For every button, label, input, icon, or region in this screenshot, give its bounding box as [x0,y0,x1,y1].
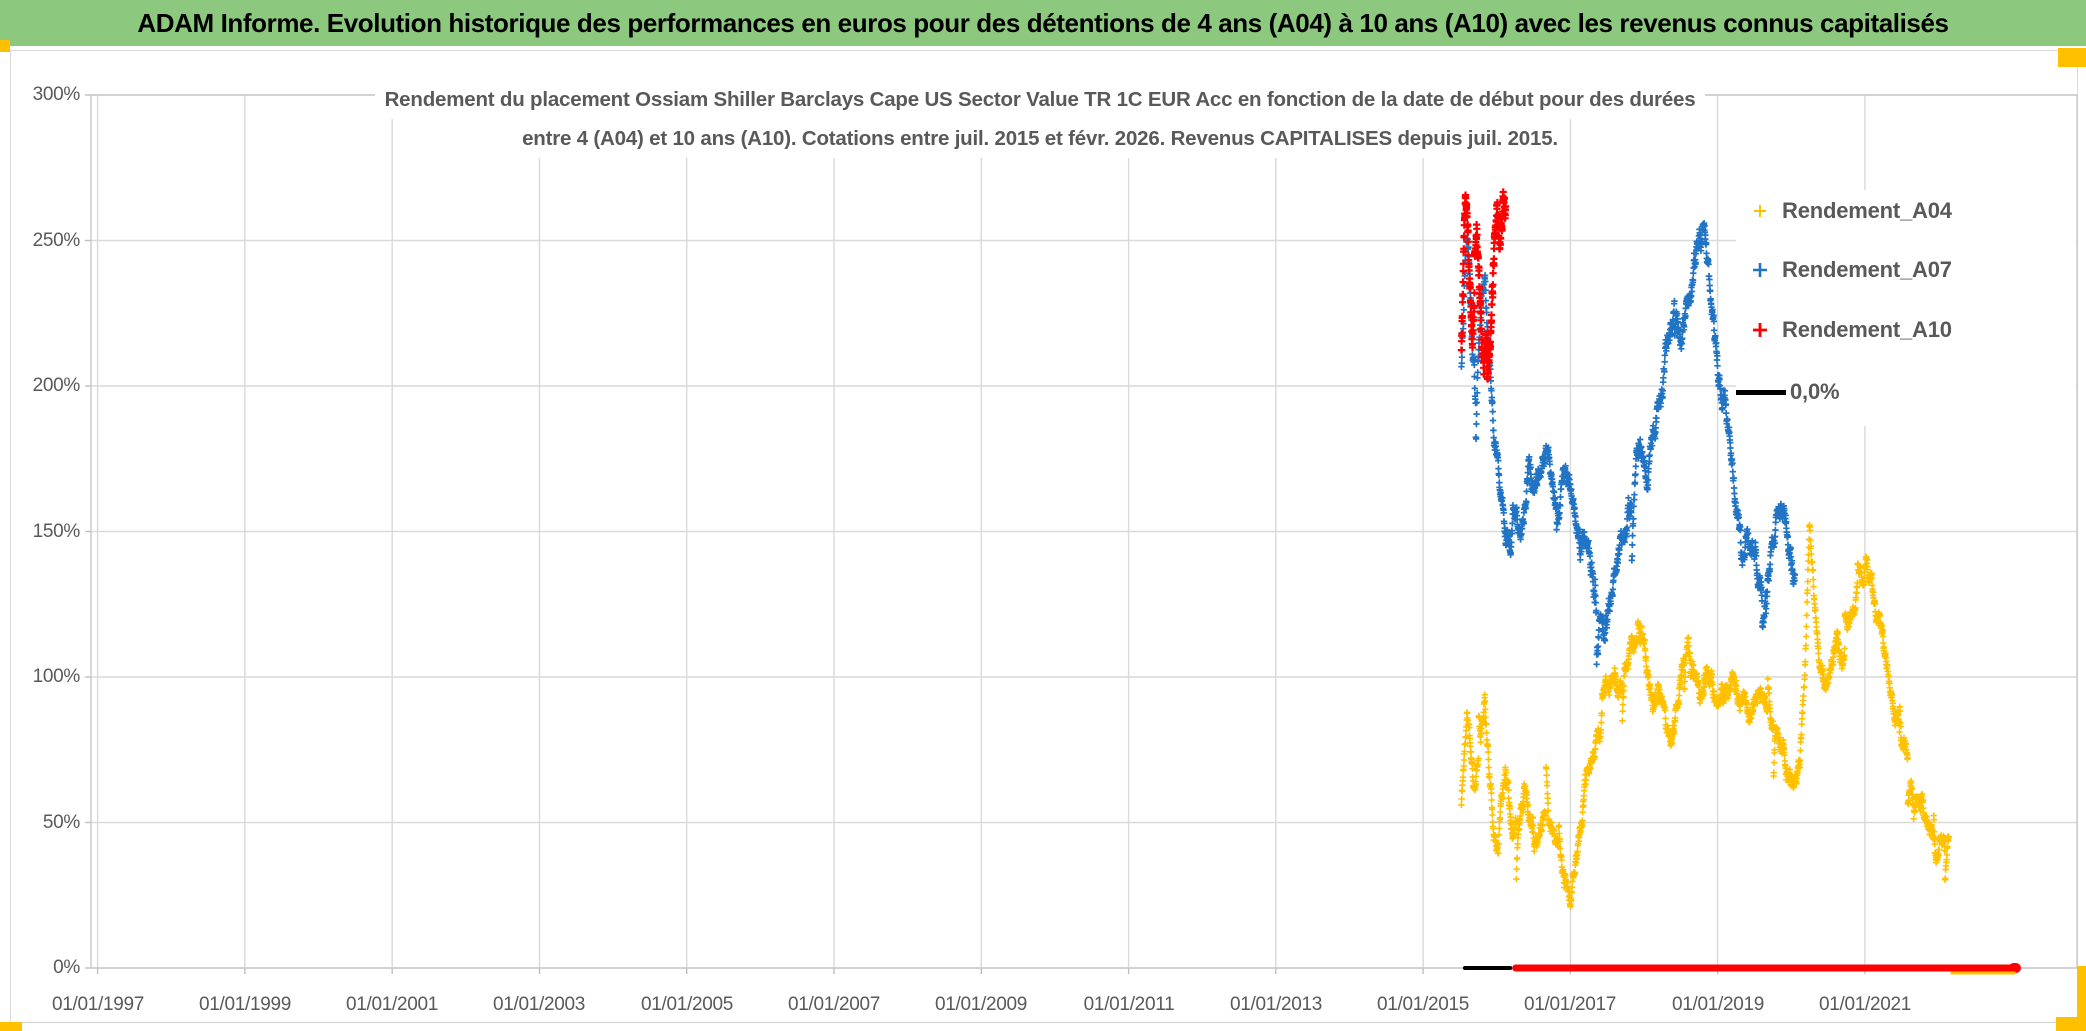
chart-frame-bottom [0,1022,2086,1023]
chart-title: Rendement du placement Ossiam Shiller Ba… [0,80,2080,158]
y-axis-label: 100% [32,666,81,687]
x-axis-label: 01/01/2013 [1229,994,1323,1015]
legend-label-a10: Rendement_A10 [1782,317,1952,342]
x-axis-label: 01/01/1999 [198,994,292,1015]
y-axis-label: 50% [42,812,80,833]
gold-accent-right-strip [2077,966,2086,1031]
y-axis-label: 150% [32,521,81,542]
legend-marker-a10 [1738,321,1782,339]
legend-label-a07: Rendement_A07 [1782,257,1952,282]
legend-marker-a07 [1738,261,1782,279]
x-axis-label: 01/01/2015 [1376,994,1470,1015]
y-axis-label: 250% [32,230,81,251]
y-axis-label: 0% [53,957,80,978]
scatter-series-rendement_a10 [1457,188,1510,383]
gold-accent-left-tab [0,40,10,52]
legend-item-rendement-a04[interactable]: Rendement_A04 [1738,193,2070,229]
legend-marker-a04 [1738,202,1782,220]
legend-background [1736,190,2076,426]
header-title: ADAM Informe. Evolution historique des p… [137,7,1949,38]
gold-accent-bottom-left [0,1022,22,1031]
x-axis-label: 01/01/1997 [51,994,145,1015]
y-axis-label: 200% [32,375,81,396]
legend-item-zero-line[interactable]: 0,0% [1736,374,2068,410]
chart-title-line1: Rendement du placement Ossiam Shiller Ba… [374,80,1706,119]
y-axis-label: 300% [32,84,81,105]
legend-item-rendement-a07[interactable]: Rendement_A07 [1738,252,2070,288]
scatter-series-rendement_a07 [1458,220,1799,668]
x-axis-label: 01/01/2021 [1818,994,1912,1015]
x-axis-label: 01/01/2011 [1083,994,1175,1015]
x-axis-label: 01/01/2001 [345,994,439,1015]
x-axis-label: 01/01/2009 [934,994,1028,1015]
scatter-series-rendement_a04 [1458,521,1952,910]
x-axis-label: 01/01/2007 [787,994,881,1015]
zero-line-segment-1 [1512,964,2020,972]
header-banner: ADAM Informe. Evolution historique des p… [0,0,2086,46]
x-axis-label: 01/01/2003 [492,994,586,1015]
legend-label-a04: Rendement_A04 [1782,198,1952,223]
zero-line-segment-0 [1462,966,1513,970]
zero-line-segment-2 [2008,963,2021,973]
x-axis-label: 01/01/2005 [640,994,734,1015]
legend-marker-zero-line [1736,389,1786,395]
gold-accent-top-right-tab [2058,48,2086,67]
x-axis-label: 01/01/2017 [1523,994,1617,1015]
chart-title-line2: entre 4 (A04) et 10 ans (A10). Cotations… [512,119,1568,158]
chart-frame-top [0,50,2086,51]
zero-line-segment-3 [1950,971,2016,975]
gold-accent-bottom-right [2056,1017,2086,1031]
x-axis-label: 01/01/2019 [1671,994,1765,1015]
legend-label-zero-line: 0,0% [1790,379,1840,404]
chart-frame-left [10,50,11,1022]
legend-item-rendement-a10[interactable]: Rendement_A10 [1738,312,2070,348]
